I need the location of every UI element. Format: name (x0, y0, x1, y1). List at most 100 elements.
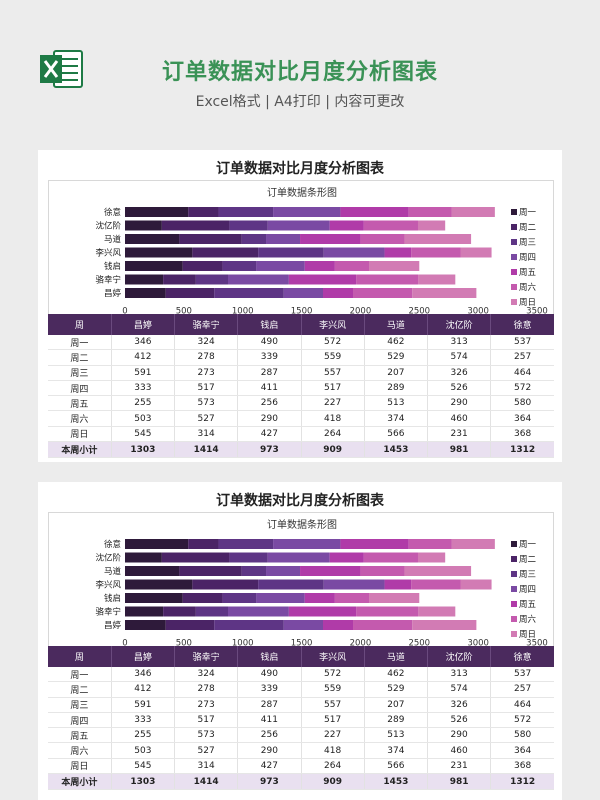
bar-segment (222, 261, 257, 271)
table-cell: 580 (490, 395, 554, 412)
x-tick-label: 3500 (526, 307, 548, 317)
legend-swatch (511, 631, 517, 637)
legend-label: 周六 (519, 282, 537, 293)
category-label: 徐意 (104, 207, 121, 218)
bar-segment (369, 261, 420, 271)
table-cell: 574 (427, 349, 492, 366)
legend-label: 周一 (519, 540, 537, 550)
bar-segment (125, 552, 162, 563)
table-cell: 411 (237, 380, 302, 397)
legend-label: 周日 (519, 630, 536, 640)
table-cell: 313 (427, 335, 492, 351)
table-cell: 287 (237, 365, 302, 381)
bar-segment (125, 288, 166, 298)
bar-segment (408, 539, 452, 549)
bar-segment (161, 552, 230, 563)
x-tick-label: 500 (176, 307, 192, 317)
table-cell: 591 (111, 697, 176, 713)
table-cell: 427 (237, 758, 302, 775)
page-subtitle: Excel格式 | A4打印 | 内容可更改 (195, 94, 405, 110)
table-cell: 517 (301, 380, 365, 397)
table-cell: 517 (174, 712, 239, 729)
table-cell: 566 (364, 426, 429, 443)
column-header: 马道 (364, 646, 429, 667)
legend-swatch (511, 586, 517, 592)
bar-segment (229, 220, 268, 231)
bar-segment (125, 620, 166, 630)
table-cell: 周三 (48, 365, 112, 381)
bar-segment (192, 579, 259, 590)
column-header: 昌婷 (111, 646, 176, 667)
bar-segment (125, 566, 180, 576)
bar-segment (460, 247, 492, 258)
category-label: 骆幸宁 (95, 275, 121, 286)
table-cell: 526 (427, 712, 492, 729)
total-cell: 1303 (111, 773, 176, 791)
table-cell: 418 (301, 410, 365, 427)
bar-segment (266, 234, 301, 244)
column-header: 沈亿阶 (427, 646, 492, 667)
bar-chart: 订单数据条形图 徐意 沈亿阶 马道 李兴风 钱启 骆幸宁 昌婷 0 500 1000 1500 2000… (48, 180, 554, 328)
bar-segment (384, 579, 412, 590)
table-cell: 364 (490, 742, 554, 759)
column-header: 钱启 (237, 314, 302, 335)
bar-segment (329, 552, 364, 563)
legend-label: 周五 (519, 268, 537, 278)
table-cell: 572 (301, 667, 365, 683)
bar-segment (258, 247, 324, 258)
bar-segment (288, 274, 357, 285)
table-row: 周六 503 527 290 418 374 460 364 (48, 410, 554, 427)
legend-label: 周二 (519, 555, 537, 565)
table-cell: 257 (490, 349, 554, 366)
x-tick-label: 3000 (467, 639, 489, 649)
table-cell: 462 (364, 335, 429, 351)
bar-segment (267, 552, 330, 563)
table-cell: 572 (490, 380, 554, 397)
total-cell: 973 (237, 773, 302, 791)
table-cell: 559 (301, 349, 365, 366)
bar-segment (451, 539, 495, 549)
total-cell: 1312 (490, 773, 554, 791)
bar-segment (417, 220, 446, 231)
bar-segment (218, 539, 274, 549)
bar-segment (304, 261, 335, 271)
table-cell: 周二 (48, 681, 112, 698)
column-header: 昌婷 (111, 314, 176, 335)
table-cell: 517 (301, 712, 365, 729)
table-cell: 490 (237, 335, 302, 351)
page-title: 订单数据对比月度分析图表 (161, 60, 438, 85)
bar-segment (125, 234, 180, 244)
table-row: 周日 545 314 427 264 566 231 368 (48, 426, 554, 443)
total-cell: 909 (301, 773, 365, 791)
table-row: 周一 346 324 490 572 462 313 537 (48, 335, 554, 351)
bar-segment (322, 620, 354, 630)
bar-segment (195, 274, 228, 285)
table-cell: 572 (490, 712, 554, 729)
legend-label: 周六 (519, 614, 537, 625)
bar-segment (283, 288, 323, 298)
table-cell: 339 (237, 349, 302, 366)
category-label: 沈亿阶 (95, 221, 121, 232)
data-table: 周昌婷 骆幸宁 钱启 李兴风 马道 沈亿阶 徐意 周一 346 324 490 572 462 313 5… (48, 646, 554, 791)
table-cell: 580 (490, 727, 554, 744)
column-header: 骆幸宁 (174, 646, 239, 667)
table-row: 周二 412 278 339 559 529 574 257 (48, 681, 554, 698)
table-cell: 374 (364, 742, 429, 759)
x-tick-label: 1000 (232, 307, 254, 317)
bar-segment (229, 552, 268, 563)
bar-segment (125, 261, 183, 271)
table-row: 周一 346 324 490 572 462 313 537 (48, 667, 554, 683)
bar-segment (125, 593, 183, 603)
x-tick-label: 2500 (408, 639, 430, 649)
table-cell: 290 (237, 410, 302, 427)
bar-segment (356, 606, 419, 617)
table-cell: 313 (427, 667, 492, 683)
table-cell: 324 (174, 667, 239, 683)
table-cell: 464 (490, 697, 554, 713)
legend-swatch (511, 239, 517, 245)
table-cell: 412 (111, 349, 176, 366)
bar-segment (165, 620, 215, 630)
x-tick-label: 1500 (291, 307, 313, 317)
table-row: 周五 255 573 256 227 513 290 580 (48, 727, 554, 744)
bar-segment (360, 234, 405, 244)
